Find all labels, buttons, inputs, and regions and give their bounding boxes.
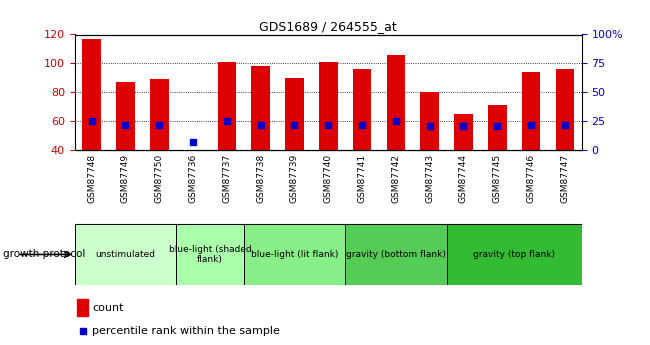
Text: unstimulated: unstimulated [96,250,155,259]
Text: GSM87739: GSM87739 [290,154,299,203]
Text: GSM87740: GSM87740 [324,154,333,203]
Bar [75,224,176,285]
Bar [116,82,135,150]
Text: GSM87750: GSM87750 [155,154,164,203]
Bar [319,62,337,150]
Text: growth protocol: growth protocol [3,249,86,259]
Bar [488,105,506,150]
Text: GSM87748: GSM87748 [87,154,96,203]
Text: GSM87747: GSM87747 [560,154,569,203]
Text: GSM87741: GSM87741 [358,154,367,203]
Title: GDS1689 / 264555_at: GDS1689 / 264555_at [259,20,397,33]
Bar [150,79,168,150]
Bar [421,92,439,150]
Text: GSM87746: GSM87746 [526,154,536,203]
Bar [345,224,447,285]
Bar [387,55,405,150]
Text: blue-light (lit flank): blue-light (lit flank) [251,250,338,259]
Text: GSM87738: GSM87738 [256,154,265,203]
Bar [454,114,473,150]
Bar [77,299,88,316]
Text: percentile rank within the sample: percentile rank within the sample [92,326,280,336]
Bar [252,66,270,150]
Text: gravity (top flank): gravity (top flank) [473,250,555,259]
Text: gravity (bottom flank): gravity (bottom flank) [346,250,446,259]
Bar [218,62,236,150]
Text: count: count [92,303,124,313]
Bar [447,224,582,285]
Text: GSM87745: GSM87745 [493,154,502,203]
Bar [522,72,540,150]
Bar [285,78,304,150]
Bar [244,224,345,285]
Text: GSM87737: GSM87737 [222,154,231,203]
Bar [176,224,244,285]
Text: GSM87744: GSM87744 [459,154,468,203]
Bar [556,69,574,150]
Bar [83,39,101,150]
Text: GSM87736: GSM87736 [188,154,198,203]
Bar [353,69,371,150]
Text: GSM87742: GSM87742 [391,154,400,203]
Text: GSM87743: GSM87743 [425,154,434,203]
Text: blue-light (shaded
flank): blue-light (shaded flank) [168,245,252,264]
Text: GSM87749: GSM87749 [121,154,130,203]
